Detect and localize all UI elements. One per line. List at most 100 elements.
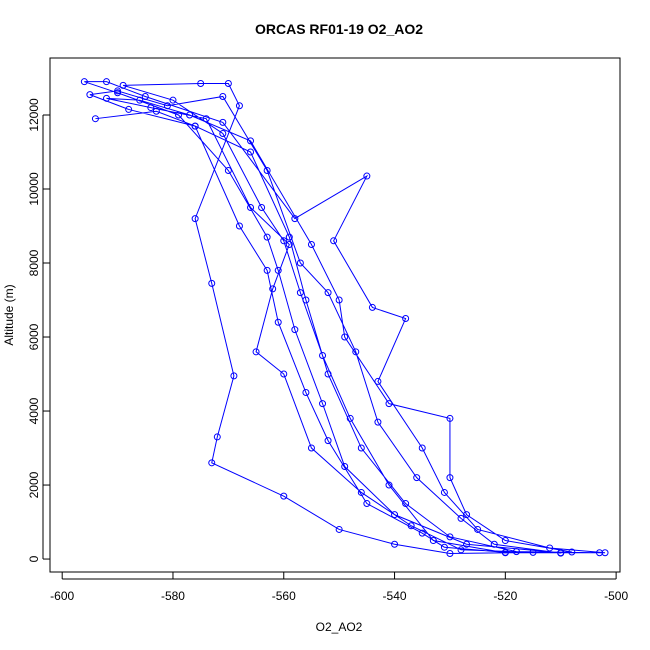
data-point	[324, 289, 332, 297]
data-point	[363, 172, 371, 180]
data-point	[258, 204, 266, 212]
data-point	[324, 437, 332, 445]
data-point	[119, 81, 127, 89]
data-point	[463, 511, 471, 519]
data-point	[385, 481, 393, 489]
data-point	[341, 463, 349, 471]
data-point	[557, 549, 565, 557]
y-tick-label: 2000	[27, 471, 41, 498]
data-point	[391, 540, 399, 548]
data-point	[219, 129, 227, 137]
data-point	[103, 94, 111, 102]
data-point	[280, 237, 288, 245]
data-point	[103, 78, 111, 86]
data-point	[114, 89, 122, 97]
data-point	[413, 474, 421, 482]
data-point	[274, 266, 282, 274]
data-point	[197, 80, 205, 88]
data-point	[418, 444, 426, 452]
data-point	[446, 474, 454, 482]
x-tick-label: -540	[383, 589, 407, 603]
data-point	[352, 348, 360, 356]
data-point	[80, 78, 88, 86]
data-point	[269, 285, 277, 293]
data-point	[335, 296, 343, 304]
data-point	[136, 96, 144, 104]
data-point	[280, 370, 288, 378]
data-point	[446, 549, 454, 557]
data-point	[302, 389, 310, 397]
y-tick-label: 6000	[27, 323, 41, 350]
data-point	[307, 241, 315, 249]
data-point	[457, 514, 465, 522]
data-point	[224, 166, 232, 174]
data-point	[86, 91, 94, 99]
data-point	[163, 102, 171, 110]
data-point	[175, 111, 183, 119]
data-point	[91, 115, 99, 123]
data-point	[374, 377, 382, 385]
data-point	[296, 289, 304, 297]
data-point	[440, 488, 448, 496]
data-point	[474, 525, 482, 533]
data-point	[568, 548, 576, 556]
data-point	[407, 522, 415, 530]
data-point	[191, 122, 199, 130]
data-point	[235, 222, 243, 230]
data-point	[546, 544, 554, 552]
x-tick-label: -520	[493, 589, 517, 603]
data-point	[346, 414, 354, 422]
data-point	[274, 318, 282, 326]
data-point	[186, 111, 194, 119]
x-tick-label: -560	[272, 589, 296, 603]
data-point	[285, 241, 293, 249]
data-point	[501, 548, 509, 556]
data-point	[335, 525, 343, 533]
data-point	[463, 540, 471, 548]
data-point	[319, 400, 327, 408]
data-point	[219, 118, 227, 126]
data-point	[296, 259, 304, 267]
data-point	[341, 333, 349, 341]
data-point	[191, 215, 199, 223]
plot-frame	[49, 57, 621, 573]
x-tick-label: -600	[50, 589, 74, 603]
data-point	[285, 233, 293, 241]
data-point	[363, 500, 371, 508]
data-point	[141, 92, 149, 100]
data-point	[230, 372, 238, 380]
data-point	[368, 303, 376, 311]
data-point	[374, 418, 382, 426]
y-tick-label: 0	[27, 555, 41, 562]
data-point	[330, 237, 338, 245]
data-point	[402, 500, 410, 508]
y-tick-label: 8000	[27, 249, 41, 276]
data-point	[402, 315, 410, 323]
data-point	[169, 96, 177, 104]
data-point	[291, 215, 299, 223]
data-point	[247, 148, 255, 156]
data-point	[429, 537, 437, 545]
data-point	[357, 444, 365, 452]
data-point	[147, 104, 155, 112]
data-point	[125, 105, 133, 113]
y-tick-label: 12000	[27, 98, 41, 132]
data-point	[457, 546, 465, 554]
data-point	[391, 511, 399, 519]
data-point	[324, 370, 332, 378]
data-line	[84, 81, 606, 554]
data-point	[307, 444, 315, 452]
data-point	[501, 537, 509, 545]
data-point	[512, 548, 520, 556]
data-point	[152, 107, 160, 115]
x-axis-label: O2_AO2	[316, 620, 363, 634]
y-tick-label: 10000	[27, 172, 41, 206]
y-axis-label: Altitude (m)	[2, 284, 16, 345]
data-point	[247, 137, 255, 145]
data-point	[235, 102, 243, 110]
data-point	[291, 326, 299, 334]
data-point	[446, 533, 454, 541]
data-point	[446, 414, 454, 422]
x-tick-label: -580	[161, 589, 185, 603]
